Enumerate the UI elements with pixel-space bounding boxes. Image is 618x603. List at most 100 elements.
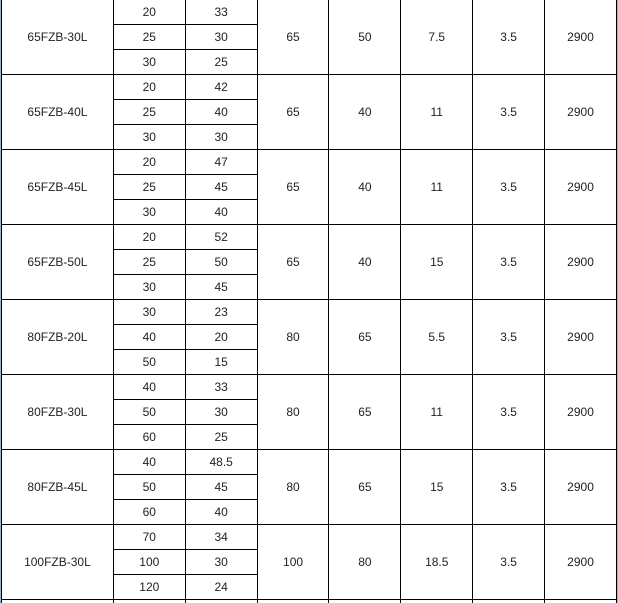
flow-cell: 30 (112, 199, 186, 225)
head-cell: 20 (184, 324, 258, 350)
value-cell: 3.5 (472, 149, 546, 225)
table-row: 65FZB-40L 20 42 65 40 11 3.5 2900 (1, 74, 617, 150)
flow-cell: 30 (112, 124, 186, 150)
flow-cell: 30 (112, 49, 186, 75)
table-row: 65FZB-45L 20 47 65 40 11 3.5 2900 (1, 149, 617, 225)
table-row: 50 45 (2, 474, 617, 500)
value-cell: 3.5 (472, 524, 546, 600)
flow-cell: 25 (112, 249, 186, 275)
head-cell: 40 (184, 199, 258, 225)
value-cell: 50 (328, 0, 402, 75)
flow-cell: 60 (112, 424, 186, 450)
head-cell: 34 (184, 524, 258, 550)
table-row: 80FZB-45L 40 48.5 80 65 15 3.5 2900 (1, 449, 617, 525)
table-row: 30 45 (2, 274, 617, 300)
table-row: 30 40 (2, 199, 617, 225)
value-cell: 2900 (544, 0, 617, 75)
table-row: 65FZB-50L 20 52 65 40 15 3.5 2900 (1, 224, 617, 300)
value-cell: 11 (400, 374, 474, 450)
head-cell: 15 (184, 349, 258, 375)
flow-cell: 60 (112, 499, 186, 525)
table-row-partial (1, 599, 617, 603)
value-cell: 15 (400, 224, 474, 300)
value-cell: 80 (256, 299, 330, 375)
value-cell: 65 (256, 74, 330, 150)
value-cell: 2900 (544, 524, 617, 600)
value-cell: 3.5 (472, 299, 546, 375)
table-row: 25 45 (2, 174, 617, 200)
table-row: 60 40 (2, 499, 617, 525)
model-cell: 65FZB-40L (1, 74, 114, 150)
head-cell: 30 (184, 124, 258, 150)
head-cell: 48.5 (184, 449, 258, 475)
head-cell: 23 (184, 299, 258, 325)
value-cell: 2900 (544, 449, 617, 525)
flow-cell: 120 (112, 574, 186, 600)
table-row: 25 50 (2, 249, 617, 275)
table-row: 100 30 (2, 549, 617, 575)
flow-cell: 25 (112, 24, 186, 50)
value-cell: 65 (328, 374, 402, 450)
value-cell: 80 (256, 449, 330, 525)
value-cell: 7.5 (400, 0, 474, 75)
head-cell: 45 (184, 174, 258, 200)
flow-cell: 25 (112, 99, 186, 125)
value-cell: 3.5 (472, 449, 546, 525)
value-cell: 11 (400, 74, 474, 150)
head-cell: 50 (184, 249, 258, 275)
value-cell: 65 (256, 0, 330, 75)
value-cell: 18.5 (400, 524, 474, 600)
head-cell: 52 (184, 224, 258, 250)
flow-cell: 30 (112, 299, 186, 325)
flow-cell: 20 (112, 149, 186, 175)
table-row: 60 25 (2, 424, 617, 450)
model-cell: 65FZB-50L (1, 224, 114, 300)
table-row: 65FZB-30L 20 33 65 50 7.5 3.5 2900 (1, 0, 617, 75)
flow-cell: 25 (112, 174, 186, 200)
value-cell: 3.5 (472, 374, 546, 450)
table-row: 40 20 (2, 324, 617, 350)
value-cell: 3.5 (472, 0, 546, 75)
value-cell: 2900 (544, 299, 617, 375)
value-cell: 15 (400, 449, 474, 525)
model-cell: 65FZB-30L (1, 0, 114, 75)
head-cell: 30 (184, 24, 258, 50)
value-cell: 11 (400, 149, 474, 225)
head-cell: 42 (184, 74, 258, 100)
flow-cell: 20 (112, 224, 186, 250)
flow-cell: 40 (112, 374, 186, 400)
flow-cell: 50 (112, 399, 186, 425)
table-row: 80FZB-30L 40 33 80 65 11 3.5 2900 (1, 374, 617, 450)
model-cell: 100FZB-30L (1, 524, 114, 600)
value-cell: 2900 (544, 149, 617, 225)
model-cell: 80FZB-20L (1, 299, 114, 375)
flow-cell: 100 (112, 549, 186, 575)
value-cell: 2900 (544, 74, 617, 150)
head-cell: 33 (184, 374, 258, 400)
table-row: 120 24 (2, 574, 617, 600)
value-cell: 65 (328, 449, 402, 525)
flow-cell: 30 (112, 274, 186, 300)
flow-cell: 70 (112, 524, 186, 550)
table-row: 30 30 (2, 124, 617, 150)
value-cell: 65 (328, 299, 402, 375)
head-cell: 47 (184, 149, 258, 175)
value-cell: 65 (256, 224, 330, 300)
table-row: 25 40 (2, 99, 617, 125)
head-cell: 25 (184, 49, 258, 75)
value-cell: 5.5 (400, 299, 474, 375)
flow-cell: 50 (112, 349, 186, 375)
head-cell: 30 (184, 399, 258, 425)
flow-cell: 20 (112, 0, 186, 25)
flow-cell: 20 (112, 74, 186, 100)
head-cell: 45 (184, 474, 258, 500)
table-row: 80FZB-20L 30 23 80 65 5.5 3.5 2900 (1, 299, 617, 375)
flow-cell: 50 (112, 474, 186, 500)
table-row: 100FZB-30L 70 34 100 80 18.5 3.5 2900 (1, 524, 617, 600)
value-cell: 3.5 (472, 74, 546, 150)
model-cell: 80FZB-30L (1, 374, 114, 450)
value-cell: 100 (256, 524, 330, 600)
flow-cell: 40 (112, 449, 186, 475)
head-cell: 25 (184, 424, 258, 450)
